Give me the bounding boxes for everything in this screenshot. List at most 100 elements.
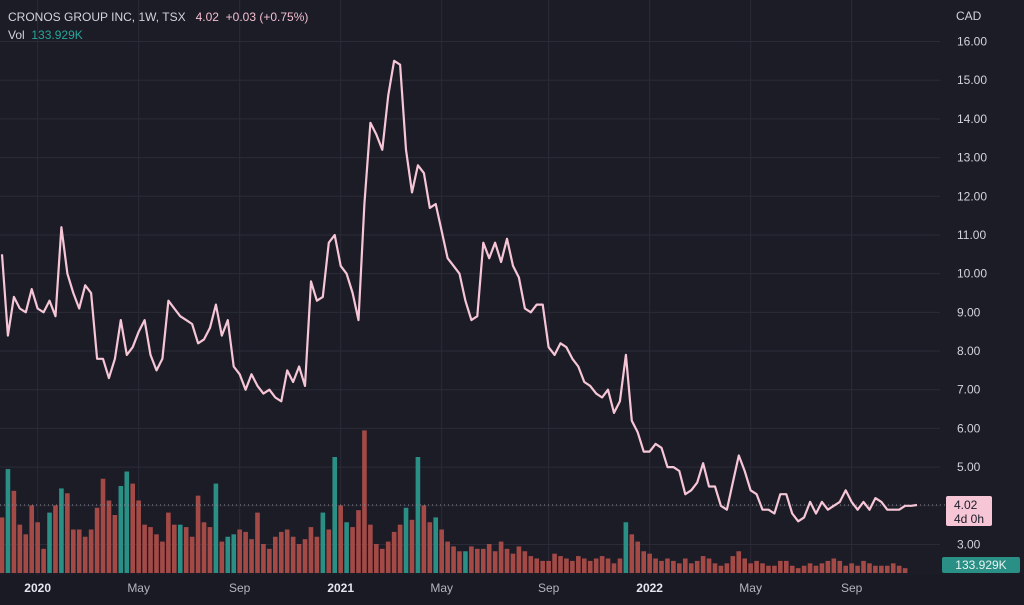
volume-bar-down [160,541,165,573]
volume-bar-up [47,512,52,573]
volume-bar-down [148,527,153,573]
volume-bar-down [29,505,35,573]
volume-bar-down [41,548,46,573]
volume-label: Vol [8,28,25,42]
volume-bar-down [748,563,753,573]
volume-bar-down [94,507,100,573]
y-tick-label: 8.00 [957,344,981,358]
volume-bar-down [368,524,373,573]
volume-bar-down [362,430,367,573]
y-tick-label: 11.00 [957,228,986,242]
volume-bar-down [374,544,379,573]
price-tag-countdown: 4d 0h [954,512,985,526]
x-tick-label: May [127,581,150,595]
volume-bar-down [130,483,136,573]
x-axis-band [0,575,1024,605]
volume-bar-down [201,522,207,573]
volume-bar-down [35,522,40,573]
volume-bar-down [427,522,433,573]
volume-bar-down [65,493,70,573]
volume-bar-up [320,512,326,573]
volume-bar-down [873,565,878,573]
volume-bar-down [843,565,849,573]
volume-bar-down [183,527,189,573]
volume-bar-down [522,551,528,573]
volume-bar-down [778,560,783,573]
volume-bar-down [772,565,777,573]
volume-bar-down [486,544,492,573]
volume-bar-down [730,556,736,573]
volume-bar-down [296,544,302,573]
volume-bar-down [724,563,730,573]
volume-bar-up [124,471,130,573]
volume-bar-down [528,556,534,573]
price-tag-value: 4.02 [954,498,978,512]
volume-bar-down [249,539,254,573]
x-tick-label: Sep [841,581,863,595]
volume-bar-down [884,565,890,573]
volume-bar-down [754,560,759,573]
volume-bar-up [59,488,64,573]
volume-bar-down [350,527,355,573]
volume-bar-down [558,556,563,573]
y-tick-label: 6.00 [957,421,981,435]
volume-bar-up [213,483,219,573]
volume-bar-down [599,556,605,573]
volume-bar-down [475,548,480,573]
volume-bar-down [700,556,706,573]
volume-bar-down [801,565,807,573]
volume-bar-down [439,529,444,573]
volume-value: 133.929K [31,28,83,42]
volume-bar-down [706,558,712,573]
y-tick-label: 7.00 [957,383,981,397]
volume-bar-down [718,565,724,573]
symbol-title: CRONOS GROUP INC, 1W, TSX [8,10,186,24]
volume-bar-down [308,527,314,573]
volume-bar-down [237,529,242,573]
y-tick-label: 14.00 [957,112,987,126]
volume-bar-down [890,563,896,573]
volume-bar-down [0,517,5,573]
volume-bar-down [82,536,88,573]
volume-bar-down [617,558,623,573]
volume-bar-down [789,565,795,573]
price-change: +0.03 (+0.75%) [225,10,309,24]
volume-bar-up [177,524,183,573]
chart-legend: CRONOS GROUP INC, 1W, TSX 4.02 +0.03 (+0… [8,8,308,44]
volume-bar-down [837,560,843,573]
volume-bar-down [421,505,427,573]
volume-bar-down [671,560,676,573]
y-tick-label: 10.00 [957,267,987,281]
volume-bar-down [290,536,296,573]
volume-bar-down [243,531,248,573]
volume-bar-down [136,500,141,573]
volume-bar-up [231,534,237,573]
volume-bar-down [807,563,813,573]
volume-bar-down [314,536,320,573]
volume-bar-down [587,560,593,573]
volume-bar-down [112,515,118,573]
y-tick-label: 13.00 [957,151,987,165]
volume-bar-down [552,553,557,573]
volume-bar-down [867,563,872,573]
volume-bar-down [677,563,682,573]
volume-bar-up [225,536,231,573]
y-tick-label: 9.00 [957,305,981,319]
volume-bar-down [635,541,641,573]
volume-bar-down [825,560,831,573]
volume-bar-down [255,512,260,573]
volume-bar-down [629,534,635,573]
volume-bar-up [433,517,439,573]
volume-bar-down [445,541,450,573]
legend-price-row: CRONOS GROUP INC, 1W, TSX 4.02 +0.03 (+0… [8,8,308,26]
volume-bar-down [659,560,664,573]
y-tick-label: 16.00 [957,35,987,49]
volume-bar-down [273,536,278,573]
volume-bar-down [385,541,391,573]
x-tick-label: 2022 [636,581,663,595]
volume-bar-down [70,529,76,573]
y-tick-label: 12.00 [957,189,987,203]
volume-bar-down [742,558,747,573]
